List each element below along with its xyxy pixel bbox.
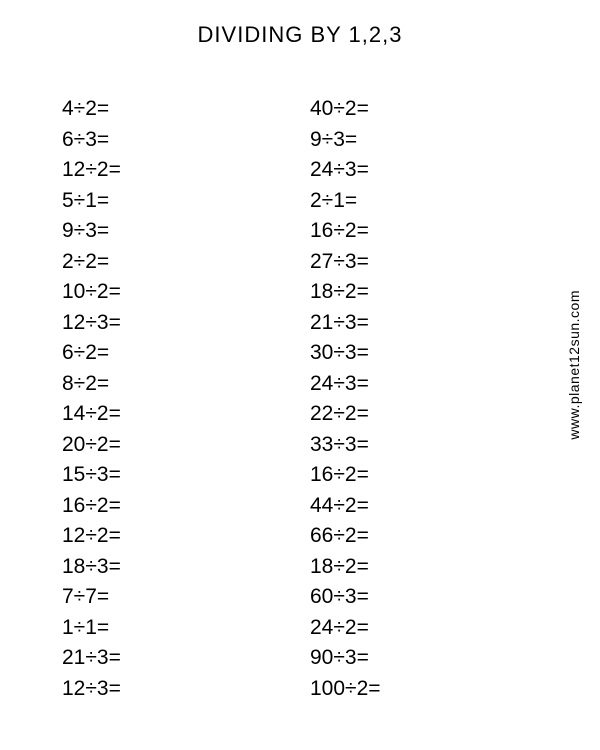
left-column: 4÷2=6÷3=12÷2=5÷1=9÷3=2÷2=10÷2=12÷3=6÷2=8…: [62, 94, 310, 704]
division-problem: 12÷3=: [62, 308, 310, 339]
division-problem: 20÷2=: [62, 430, 310, 461]
division-problem: 12÷2=: [62, 521, 310, 552]
division-problem: 44÷2=: [310, 491, 510, 522]
division-problem: 4÷2=: [62, 94, 310, 125]
division-problem: 9÷3=: [310, 125, 510, 156]
division-problem: 15÷3=: [62, 460, 310, 491]
division-problem: 16÷2=: [310, 216, 510, 247]
division-problem: 18÷2=: [310, 277, 510, 308]
division-problem: 2÷2=: [62, 247, 310, 278]
division-problem: 2÷1=: [310, 186, 510, 217]
division-problem: 8÷2=: [62, 369, 310, 400]
division-problem: 66÷2=: [310, 521, 510, 552]
source-watermark: www.planet12sun.com: [566, 290, 582, 440]
division-problem: 14÷2=: [62, 399, 310, 430]
division-problem: 18÷3=: [62, 552, 310, 583]
problem-columns: 4÷2=6÷3=12÷2=5÷1=9÷3=2÷2=10÷2=12÷3=6÷2=8…: [0, 94, 600, 704]
page-title: DIVIDING BY 1,2,3: [0, 22, 600, 48]
division-problem: 10÷2=: [62, 277, 310, 308]
division-problem: 5÷1=: [62, 186, 310, 217]
division-problem: 30÷3=: [310, 338, 510, 369]
division-problem: 24÷3=: [310, 369, 510, 400]
division-problem: 100÷2=: [310, 674, 510, 705]
division-problem: 40÷2=: [310, 94, 510, 125]
division-problem: 9÷3=: [62, 216, 310, 247]
division-problem: 33÷3=: [310, 430, 510, 461]
division-problem: 7÷7=: [62, 582, 310, 613]
division-problem: 1÷1=: [62, 613, 310, 644]
division-problem: 6÷3=: [62, 125, 310, 156]
division-problem: 16÷2=: [62, 491, 310, 522]
division-problem: 22÷2=: [310, 399, 510, 430]
division-problem: 16÷2=: [310, 460, 510, 491]
division-problem: 24÷2=: [310, 613, 510, 644]
division-problem: 27÷3=: [310, 247, 510, 278]
division-problem: 21÷3=: [62, 643, 310, 674]
division-problem: 18÷2=: [310, 552, 510, 583]
division-problem: 12÷3=: [62, 674, 310, 705]
division-problem: 90÷3=: [310, 643, 510, 674]
worksheet-page: DIVIDING BY 1,2,3 4÷2=6÷3=12÷2=5÷1=9÷3=2…: [0, 0, 600, 750]
division-problem: 6÷2=: [62, 338, 310, 369]
division-problem: 21÷3=: [310, 308, 510, 339]
right-column: 40÷2=9÷3=24÷3=2÷1=16÷2=27÷3=18÷2=21÷3=30…: [310, 94, 510, 704]
division-problem: 24÷3=: [310, 155, 510, 186]
division-problem: 60÷3=: [310, 582, 510, 613]
division-problem: 12÷2=: [62, 155, 310, 186]
